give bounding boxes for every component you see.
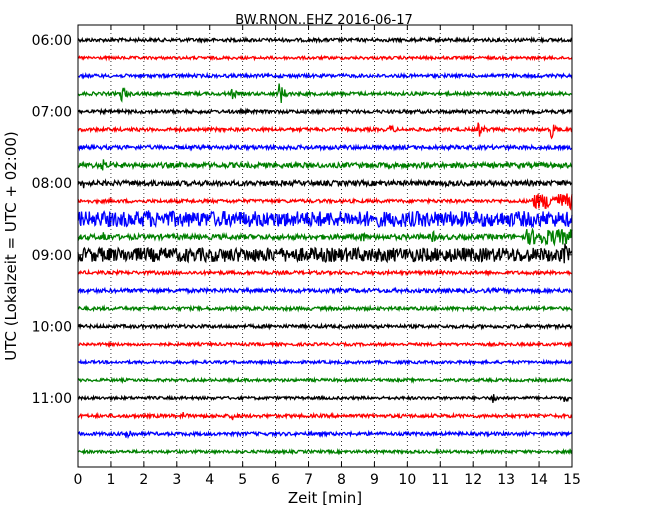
trace-1030 xyxy=(77,358,573,367)
y-axis: 06:00 07:00 08:00 09:00 10:00 11:00 xyxy=(32,33,572,407)
y-tick-label: 10:00 xyxy=(32,319,72,335)
y-axis-label: UTC (Lokalzeit = UTC + 02:00) xyxy=(2,131,20,361)
y-tick-label: 09:00 xyxy=(32,248,72,264)
trace-0800 xyxy=(77,178,573,189)
x-tick-label: 6 xyxy=(271,472,280,488)
x-axis-label: Zeit [min] xyxy=(288,489,362,507)
x-tick-label: 13 xyxy=(497,472,515,488)
x-tick-label: 8 xyxy=(337,472,346,488)
x-tick-label: 9 xyxy=(370,472,379,488)
grid-lines xyxy=(110,25,540,467)
trace-1015 xyxy=(77,340,573,349)
y-tick-label: 07:00 xyxy=(32,105,72,121)
trace-group xyxy=(77,35,573,456)
trace-1100 xyxy=(77,394,573,403)
chart-title: BW.RNON..EHZ 2016-06-17 xyxy=(235,13,413,28)
trace-1000 xyxy=(77,322,573,331)
trace-0830 xyxy=(77,210,573,229)
trace-0645 xyxy=(77,83,573,104)
trace-0915 xyxy=(77,268,573,277)
x-tick-label: 7 xyxy=(304,472,313,488)
y-tick-label: 06:00 xyxy=(32,33,72,49)
trace-0845 xyxy=(77,227,573,247)
x-tick-label: 15 xyxy=(563,472,581,488)
trace-1115 xyxy=(77,411,573,421)
x-tick-label: 10 xyxy=(398,472,416,488)
trace-0715 xyxy=(77,122,573,140)
trace-1145 xyxy=(77,447,573,456)
trace-0700 xyxy=(77,107,573,116)
trace-0630 xyxy=(77,71,573,80)
x-tick-label: 3 xyxy=(172,472,181,488)
x-tick-label: 11 xyxy=(431,472,449,488)
y-tick-label: 11:00 xyxy=(32,391,72,407)
trace-0930 xyxy=(77,286,573,296)
x-tick-label: 5 xyxy=(238,472,247,488)
trace-1045 xyxy=(77,376,573,385)
x-axis: 0 1 2 3 4 5 6 7 8 9 10 11 12 13 14 15 xyxy=(74,25,581,488)
x-tick-label: 12 xyxy=(464,472,482,488)
trace-0600 xyxy=(77,35,573,44)
x-tick-label: 14 xyxy=(530,472,548,488)
x-tick-label: 2 xyxy=(139,472,148,488)
plot-frame xyxy=(77,24,573,468)
x-tick-label: 0 xyxy=(74,472,83,488)
trace-0730 xyxy=(77,143,573,152)
x-tick-label: 4 xyxy=(205,472,214,488)
trace-0745 xyxy=(77,159,573,171)
trace-0815 xyxy=(77,193,573,211)
trace-1130 xyxy=(77,429,573,440)
trace-0615 xyxy=(77,54,573,62)
y-tick-label: 08:00 xyxy=(32,176,72,192)
trace-0900 xyxy=(77,243,573,264)
x-tick-label: 1 xyxy=(106,472,115,488)
trace-0945 xyxy=(77,304,573,313)
